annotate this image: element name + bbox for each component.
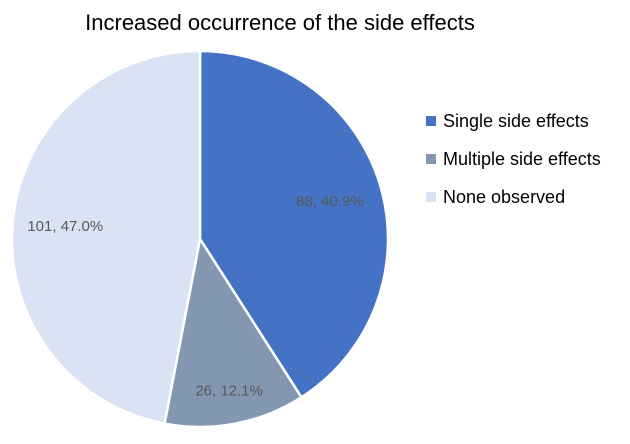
chart-title: Increased occurrence of the side effects (85, 10, 475, 35)
slice-multiple-side-effects (163, 237, 303, 429)
data-label-single-side-effects: 88, 40.9% (296, 193, 364, 210)
legend: Single side effects Multiple side effect… (426, 111, 601, 207)
legend-label-none-observed: None observed (443, 187, 565, 207)
pie-data-labels: 88, 40.9% 26, 12.1% 101, 47.0% (27, 193, 363, 399)
slice-none-observed (10, 49, 202, 425)
legend-label-multiple-side-effects: Multiple side effects (443, 149, 601, 169)
data-label-none-observed: 101, 47.0% (27, 218, 103, 235)
legend-swatch-multiple-side-effects (426, 154, 436, 164)
legend-swatch-single-side-effects (426, 116, 436, 126)
legend-label-single-side-effects: Single side effects (443, 111, 589, 131)
pie-slices (10, 49, 390, 429)
legend-swatch-none-observed (426, 192, 436, 202)
data-label-multiple-side-effects: 26, 12.1% (195, 382, 263, 399)
